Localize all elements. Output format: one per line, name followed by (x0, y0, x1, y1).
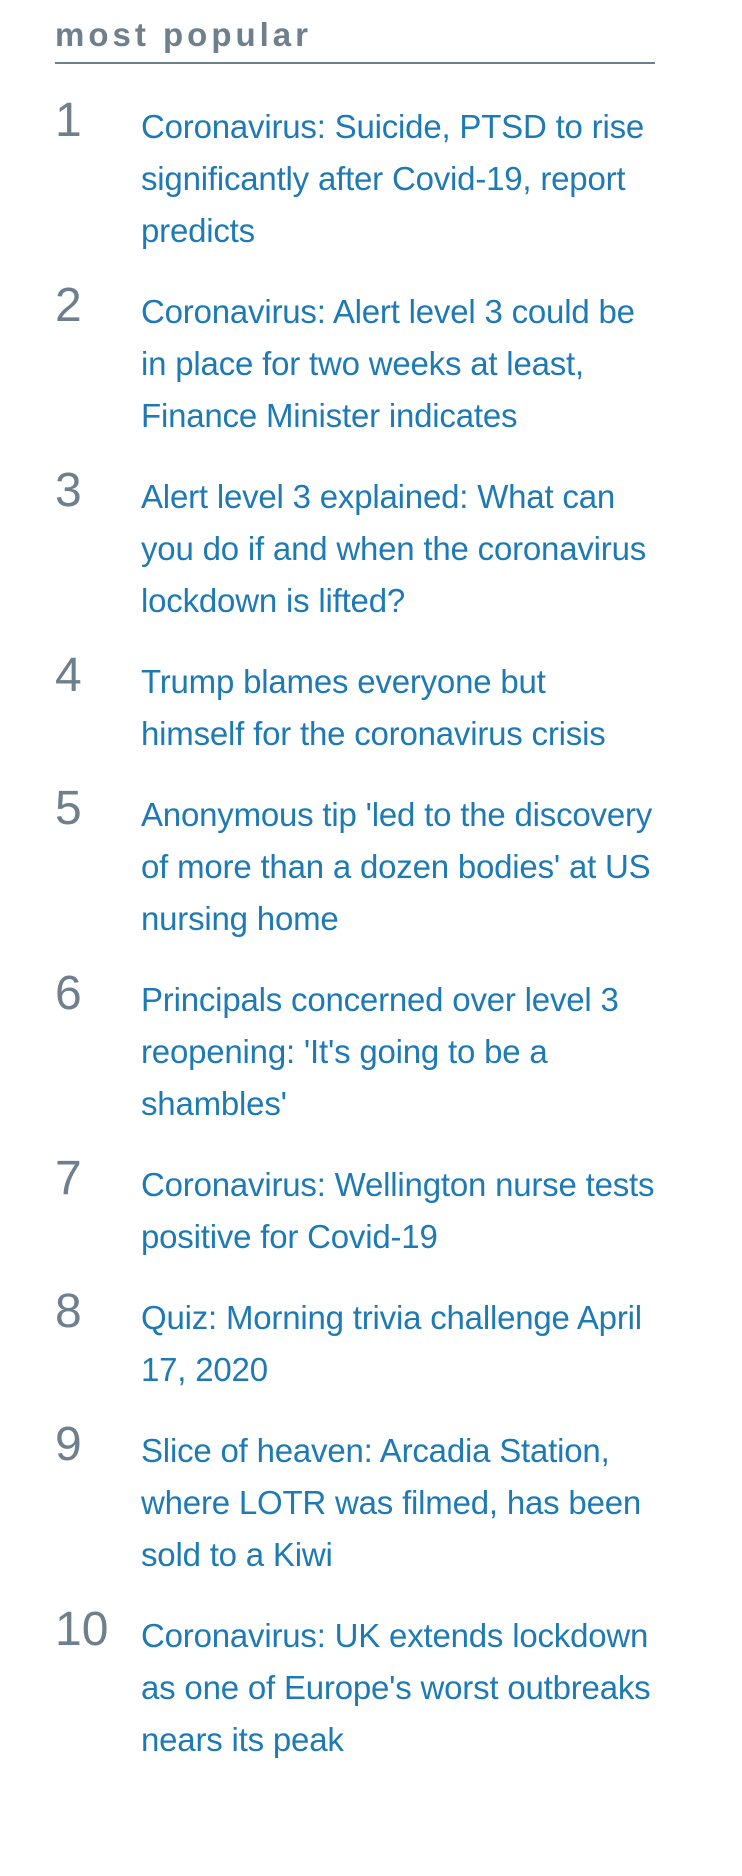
list-item: 6 Principals concerned over level 3 reop… (55, 970, 655, 1130)
list-item: 2 Coronavirus: Alert level 3 could be in… (55, 282, 655, 442)
article-headline-link[interactable]: Alert level 3 explained: What can you do… (141, 478, 647, 619)
article-headline-link[interactable]: Coronavirus: UK extends lockdown as one … (141, 1617, 651, 1758)
article-headline-link[interactable]: Coronavirus: Suicide, PTSD to rise signi… (141, 108, 645, 249)
rank-number: 1 (55, 94, 82, 147)
article-headline-link[interactable]: Coronavirus: Wellington nurse tests posi… (141, 1166, 655, 1255)
rank-number: 2 (55, 279, 82, 332)
rank-number: 8 (55, 1285, 82, 1338)
list-item: 4 Trump blames everyone but himself for … (55, 652, 655, 760)
widget-header: most popular (55, 0, 655, 64)
list-item: 10 Coronavirus: UK extends lockdown as o… (55, 1606, 655, 1766)
list-item: 5 Anonymous tip 'led to the discovery of… (55, 785, 655, 945)
rank-number: 6 (55, 967, 82, 1020)
rank-number: 4 (55, 649, 82, 702)
article-headline-link[interactable]: Trump blames everyone but himself for th… (141, 663, 606, 752)
list-item: 3 Alert level 3 explained: What can you … (55, 467, 655, 627)
article-headline-link[interactable]: Slice of heaven: Arcadia Station, where … (141, 1432, 642, 1573)
most-popular-widget: most popular 1 Coronavirus: Suicide, PTS… (55, 0, 655, 1766)
article-headline-link[interactable]: Principals concerned over level 3 reopen… (141, 981, 619, 1122)
most-popular-list: 1 Coronavirus: Suicide, PTSD to rise sig… (55, 97, 655, 1766)
article-headline-link[interactable]: Quiz: Morning trivia challenge April 17,… (141, 1299, 642, 1388)
list-item: 8 Quiz: Morning trivia challenge April 1… (55, 1288, 655, 1396)
rank-number: 10 (55, 1603, 109, 1656)
article-headline-link[interactable]: Coronavirus: Alert level 3 could be in p… (141, 293, 635, 434)
list-item: 9 Slice of heaven: Arcadia Station, wher… (55, 1421, 655, 1581)
rank-number: 9 (55, 1418, 82, 1471)
list-item: 1 Coronavirus: Suicide, PTSD to rise sig… (55, 97, 655, 257)
article-headline-link[interactable]: Anonymous tip 'led to the discovery of m… (141, 796, 653, 937)
rank-number: 3 (55, 464, 82, 517)
list-item: 7 Coronavirus: Wellington nurse tests po… (55, 1155, 655, 1263)
rank-number: 7 (55, 1152, 82, 1205)
rank-number: 5 (55, 782, 82, 835)
widget-title: most popular (55, 16, 313, 53)
